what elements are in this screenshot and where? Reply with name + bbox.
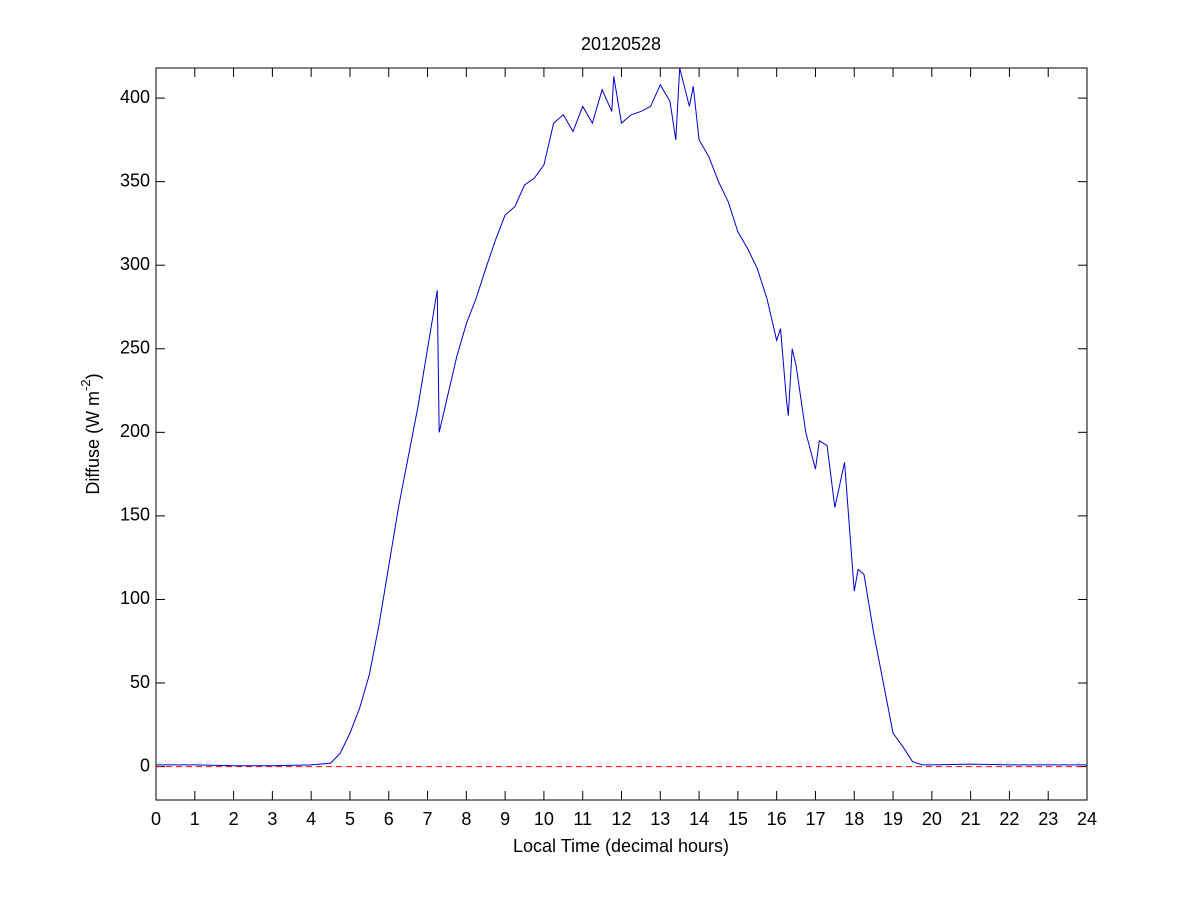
x-tick-label: 19 (883, 809, 903, 829)
data-line (156, 67, 1087, 767)
x-tick-label: 7 (423, 809, 433, 829)
x-tick-label: 17 (805, 809, 825, 829)
x-tick-label: 5 (345, 809, 355, 829)
x-tick-label: 6 (384, 809, 394, 829)
y-tick-label: 300 (120, 254, 150, 274)
axes-box (155, 67, 1088, 801)
y-tick-label: 50 (130, 672, 150, 692)
x-tick-label: 4 (306, 809, 316, 829)
x-tick-label: 20 (922, 809, 942, 829)
x-tick-label: 2 (229, 809, 239, 829)
y-label-text: Diffuse (W m (83, 391, 103, 495)
y-tick-label: 150 (120, 505, 150, 525)
y-axis-label: Diffuse (W m-2) (78, 373, 102, 494)
x-tick-label: 9 (500, 809, 510, 829)
y-tick-label: 400 (120, 87, 150, 107)
y-tick-label: 350 (120, 170, 150, 190)
x-tick-label: 0 (151, 809, 161, 829)
x-tick-label: 23 (1038, 809, 1058, 829)
x-tick-label: 12 (611, 809, 631, 829)
x-tick-label: 14 (689, 809, 709, 829)
x-tick-label: 18 (844, 809, 864, 829)
y-tick-label: 100 (120, 588, 150, 608)
y-label-sup: -2 (78, 379, 93, 391)
x-tick-label: 22 (999, 809, 1019, 829)
x-tick-label: 1 (190, 809, 200, 829)
y-tick-label: 250 (120, 338, 150, 358)
x-tick-label: 10 (534, 809, 554, 829)
y-label-suffix: ) (83, 373, 103, 379)
x-tick-label: 13 (650, 809, 670, 829)
y-tick-label: 200 (120, 421, 150, 441)
y-tick-label: 0 (140, 755, 150, 775)
x-tick-label: 21 (961, 809, 981, 829)
x-tick-label: 8 (461, 809, 471, 829)
x-tick-label: 16 (767, 809, 787, 829)
chart-title: 20120528 (581, 34, 661, 54)
x-tick-label: 11 (573, 809, 592, 829)
x-tick-label: 3 (267, 809, 277, 829)
x-axis-label: Local Time (decimal hours) (513, 836, 729, 856)
x-tick-label: 15 (728, 809, 748, 829)
x-tick-label: 24 (1077, 809, 1097, 829)
